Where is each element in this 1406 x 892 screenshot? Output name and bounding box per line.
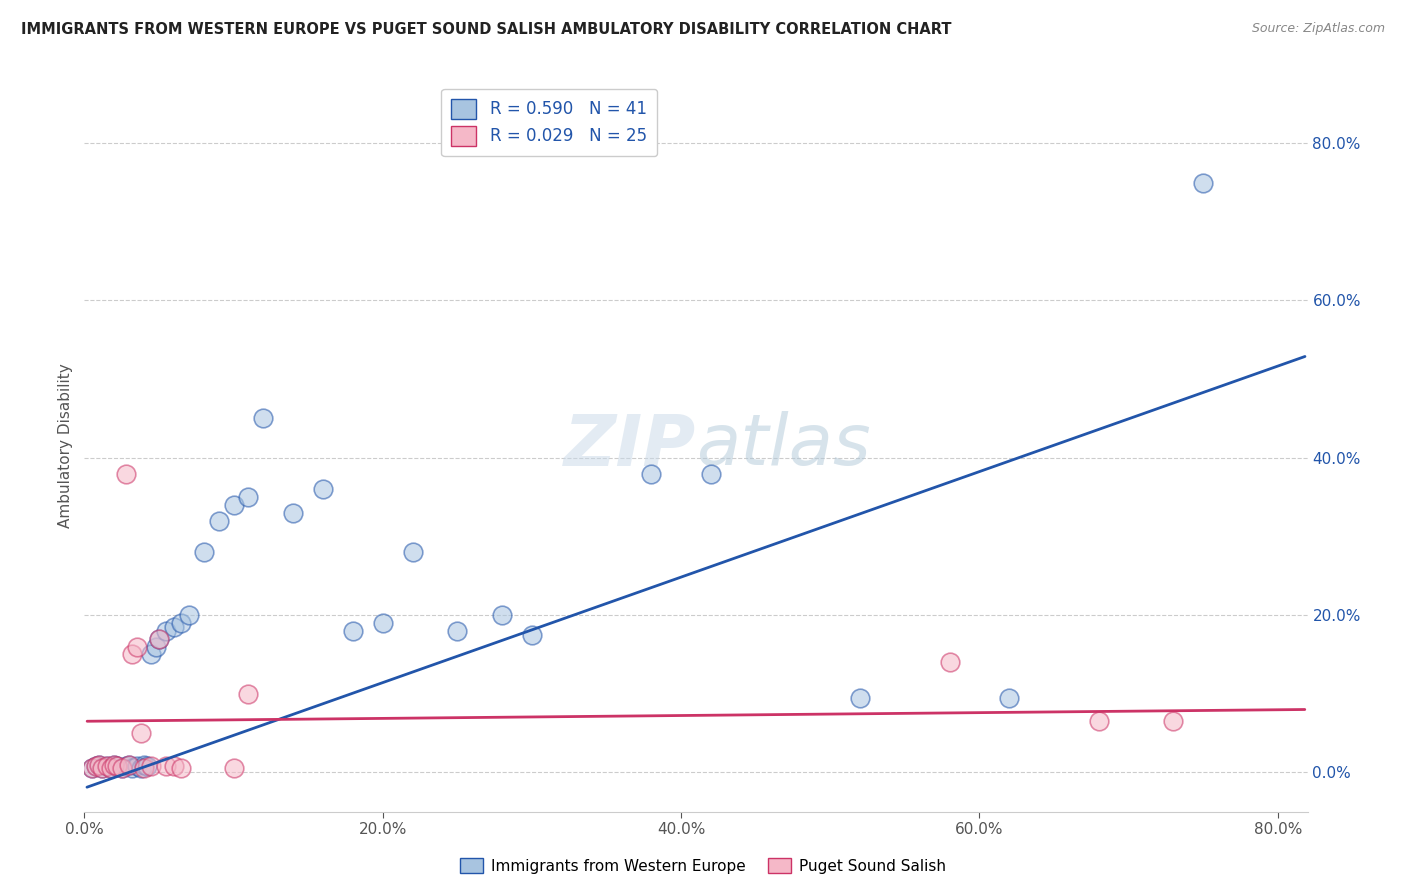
Point [155, 624, 177, 638]
Point [170, 762, 193, 776]
Point [155, 759, 177, 773]
Point [145, 640, 167, 654]
Point [491, 608, 513, 623]
Point [84, 759, 107, 773]
Text: Source: ZipAtlas.com: Source: ZipAtlas.com [1251, 22, 1385, 36]
Point [80, 762, 103, 776]
Point [118, 757, 141, 772]
Point [222, 762, 245, 776]
Point [252, 411, 274, 425]
Point [121, 762, 143, 776]
Point [125, 640, 148, 654]
Point [115, 759, 138, 773]
Point [96, 759, 118, 773]
Point [80, 762, 103, 776]
Point [1192, 176, 1215, 190]
Point [100, 762, 122, 776]
Point [96, 759, 118, 773]
Point [163, 759, 186, 773]
Point [700, 467, 723, 481]
Point [238, 490, 260, 504]
Point [105, 759, 128, 773]
Point [89, 757, 111, 772]
Y-axis label: Ambulatory Disability: Ambulatory Disability [58, 364, 73, 528]
Point [371, 615, 394, 630]
Text: ZIP: ZIP [564, 411, 696, 481]
Point [342, 624, 364, 638]
Point [163, 620, 186, 634]
Point [401, 545, 423, 559]
Point [849, 690, 872, 705]
Point [105, 759, 128, 773]
Point [115, 467, 138, 481]
Point [91, 762, 114, 776]
Point [111, 762, 134, 776]
Point [283, 506, 305, 520]
Legend: R = 0.590   N = 41, R = 0.029   N = 25: R = 0.590 N = 41, R = 0.029 N = 25 [441, 88, 657, 156]
Point [520, 628, 543, 642]
Point [312, 482, 335, 496]
Point [132, 762, 155, 776]
Point [1163, 714, 1185, 729]
Point [132, 757, 155, 772]
Point [446, 624, 468, 638]
Point [238, 687, 260, 701]
Point [938, 655, 960, 669]
Point [222, 498, 245, 512]
Point [141, 648, 163, 662]
Point [89, 757, 111, 772]
Point [177, 608, 200, 623]
Point [148, 632, 170, 646]
Point [111, 762, 134, 776]
Text: atlas: atlas [696, 411, 870, 481]
Point [170, 615, 193, 630]
Point [1087, 714, 1109, 729]
Point [129, 726, 152, 740]
Point [193, 545, 215, 559]
Point [207, 514, 229, 528]
Point [100, 762, 122, 776]
Point [129, 762, 152, 776]
Point [84, 759, 107, 773]
Legend: Immigrants from Western Europe, Puget Sound Salish: Immigrants from Western Europe, Puget So… [454, 852, 952, 880]
Point [141, 759, 163, 773]
Point [118, 757, 141, 772]
Point [998, 690, 1021, 705]
Point [136, 759, 159, 773]
Point [148, 632, 170, 646]
Point [91, 762, 114, 776]
Text: IMMIGRANTS FROM WESTERN EUROPE VS PUGET SOUND SALISH AMBULATORY DISABILITY CORRE: IMMIGRANTS FROM WESTERN EUROPE VS PUGET … [21, 22, 952, 37]
Point [125, 759, 148, 773]
Point [121, 648, 143, 662]
Point [103, 757, 125, 772]
Point [103, 757, 125, 772]
Point [640, 467, 662, 481]
